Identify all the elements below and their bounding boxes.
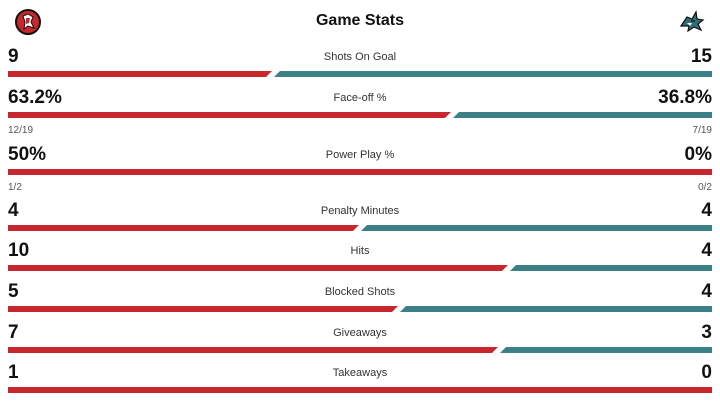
home-stat-value: 63.2% <box>8 87 62 108</box>
page-title: Game Stats <box>315 12 405 29</box>
stat-label: Penalty Minutes <box>320 205 400 217</box>
sharks-logo-icon <box>679 10 705 33</box>
away-stat-value: 4 <box>701 281 712 302</box>
away-stat-detail: 7/19 <box>692 125 712 136</box>
home-stat-bar <box>8 169 712 175</box>
stat-label: Blocked Shots <box>324 286 396 298</box>
home-stat-bar <box>8 112 451 118</box>
home-stat-value: 9 <box>8 46 19 67</box>
home-stat-value: 7 <box>8 322 19 343</box>
away-stat-bar <box>400 306 712 312</box>
stat-label: Face-off % <box>333 92 387 104</box>
away-stat-bar <box>274 71 712 77</box>
away-stat-value: 36.8% <box>658 87 712 108</box>
stat-label: Hits <box>350 245 370 257</box>
home-stat-detail: 1/2 <box>8 182 22 193</box>
away-stat-value: 0 <box>701 362 712 383</box>
away-stat-bar <box>361 225 712 231</box>
home-stat-bar <box>8 387 712 393</box>
away-stat-value: 4 <box>701 240 712 261</box>
stat-label: Shots On Goal <box>323 51 397 63</box>
away-stat-bar <box>453 112 712 118</box>
away-stat-value: 0% <box>684 144 712 165</box>
home-stat-bar <box>8 265 508 271</box>
stat-label: Power Play % <box>325 149 395 161</box>
away-stat-bar <box>500 347 712 353</box>
home-stat-value: 10 <box>8 240 30 261</box>
away-stat-value: 4 <box>701 200 712 221</box>
home-stat-value: 1 <box>8 362 19 383</box>
home-stat-value: 50% <box>8 144 47 165</box>
home-stat-value: 4 <box>8 200 19 221</box>
home-stat-bar <box>8 347 498 353</box>
home-stat-value: 5 <box>8 281 19 302</box>
away-stat-value: 3 <box>701 322 712 343</box>
away-stat-bar <box>510 265 712 271</box>
home-stat-bar <box>8 225 359 231</box>
game-stats-header: Game Stats <box>0 0 720 44</box>
home-stat-bar <box>8 71 272 77</box>
away-stat-detail: 0/2 <box>698 182 712 193</box>
away-stat-value: 15 <box>690 46 712 67</box>
stat-label: Takeaways <box>332 367 388 379</box>
home-stat-bar <box>8 306 398 312</box>
stat-label: Giveaways <box>333 327 387 339</box>
devils-logo-icon <box>15 9 41 35</box>
home-stat-detail: 12/19 <box>8 125 34 136</box>
